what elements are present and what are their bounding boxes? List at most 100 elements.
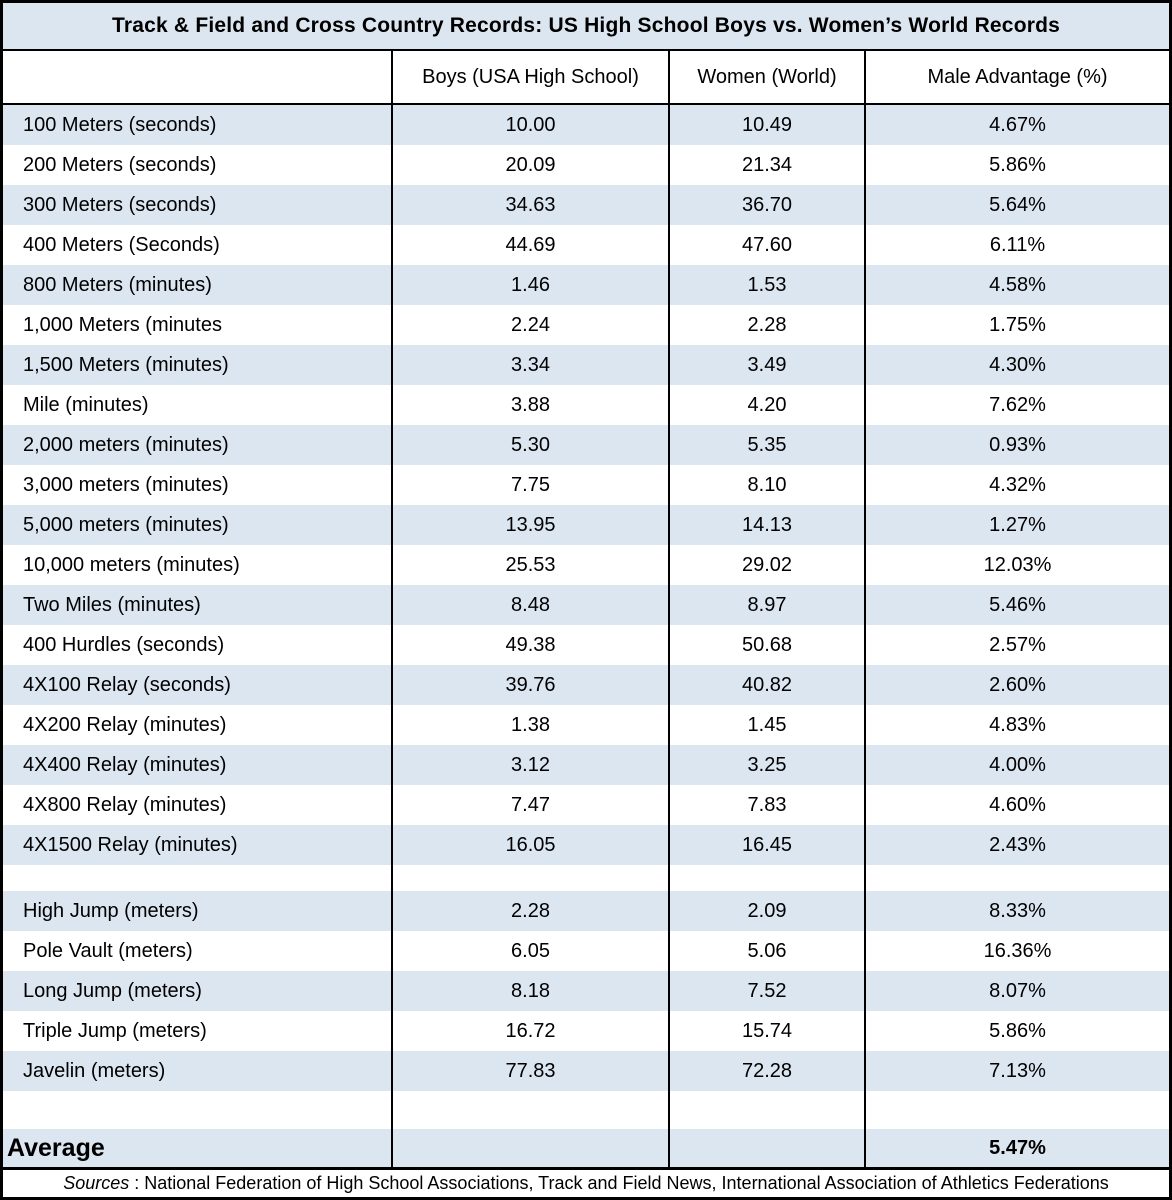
table-row: 5,000 meters (minutes) 13.95 14.13 1.27% [3, 505, 1169, 545]
header-boys-column: Boys (USA High School) [391, 51, 668, 103]
cell-event: 200 Meters (seconds) [23, 153, 217, 176]
cell-boys: 20.09 [391, 145, 668, 185]
cell-advantage: 2.60% [864, 665, 1169, 705]
table-row: 4X200 Relay (minutes) 1.38 1.45 4.83% [3, 705, 1169, 745]
cell-event: High Jump (meters) [23, 899, 199, 922]
header-women-column: Women (World) [668, 51, 864, 103]
cell-women: 1.53 [668, 265, 864, 305]
table-row: Javelin (meters) 77.83 72.28 7.13% [3, 1051, 1169, 1091]
cell-women: 40.82 [668, 665, 864, 705]
cell-event: Two Miles (minutes) [23, 593, 201, 616]
cell-women: 14.13 [668, 505, 864, 545]
cell-women: 50.68 [668, 625, 864, 665]
cell-women: 7.83 [668, 785, 864, 825]
cell-advantage: 5.86% [864, 1011, 1169, 1051]
cell-advantage: 4.60% [864, 785, 1169, 825]
cell-women: 16.45 [668, 825, 864, 865]
table-row: 4X800 Relay (minutes) 7.47 7.83 4.60% [3, 785, 1169, 825]
cell-advantage [864, 1091, 1169, 1129]
cell-boys: 1.46 [391, 265, 668, 305]
cell-advantage: 12.03% [864, 545, 1169, 585]
cell-advantage: 8.07% [864, 971, 1169, 1011]
cell-advantage: 7.62% [864, 385, 1169, 425]
table-body: 100 Meters (seconds) 10.00 10.49 4.67% 200 M… [3, 105, 1169, 1129]
table-row: 4X100 Relay (seconds) 39.76 40.82 2.60% [3, 665, 1169, 705]
cell-boys: 7.47 [391, 785, 668, 825]
table-title: Track & Field and Cross Country Records:… [3, 3, 1169, 51]
table-row: High Jump (meters) 2.28 2.09 8.33% [3, 891, 1169, 931]
cell-event: Triple Jump (meters) [23, 1019, 207, 1042]
cell-advantage: 4.58% [864, 265, 1169, 305]
cell-event: Pole Vault (meters) [23, 939, 193, 962]
cell-advantage: 4.32% [864, 465, 1169, 505]
cell-advantage: 2.57% [864, 625, 1169, 665]
cell-boys: 8.48 [391, 585, 668, 625]
cell-women: 8.97 [668, 585, 864, 625]
cell-advantage: 0.93% [864, 425, 1169, 465]
average-row: Average 5.47% [3, 1129, 1169, 1170]
cell-women [668, 1091, 864, 1129]
table-row: 200 Meters (seconds) 20.09 21.34 5.86% [3, 145, 1169, 185]
cell-advantage: 5.46% [864, 585, 1169, 625]
table-row: Long Jump (meters) 8.18 7.52 8.07% [3, 971, 1169, 1011]
cell-event: 1,000 Meters (minutes [23, 313, 222, 336]
cell-women: 21.34 [668, 145, 864, 185]
cell-women: 5.06 [668, 931, 864, 971]
cell-event: 1,500 Meters (minutes) [23, 353, 229, 376]
cell-boys: 1.38 [391, 705, 668, 745]
sources-label: Sources [63, 1173, 130, 1193]
cell-event: 5,000 meters (minutes) [23, 513, 229, 536]
cell-boys: 13.95 [391, 505, 668, 545]
cell-advantage: 5.86% [864, 145, 1169, 185]
cell-event: 800 Meters (minutes) [23, 273, 212, 296]
cell-women: 72.28 [668, 1051, 864, 1091]
cell-boys: 49.38 [391, 625, 668, 665]
cell-women: 15.74 [668, 1011, 864, 1051]
table-row: 1,000 Meters (minutes 2.24 2.28 1.75% [3, 305, 1169, 345]
average-women-cell [668, 1129, 864, 1167]
cell-boys: 39.76 [391, 665, 668, 705]
cell-event: 4X1500 Relay (minutes) [23, 833, 238, 856]
cell-advantage: 5.64% [864, 185, 1169, 225]
sources-note: Sources: National Federation of High Sch… [3, 1170, 1169, 1197]
table-row: 4X400 Relay (minutes) 3.12 3.25 4.00% [3, 745, 1169, 785]
cell-advantage: 16.36% [864, 931, 1169, 971]
cell-advantage: 1.27% [864, 505, 1169, 545]
table-row: 300 Meters (seconds) 34.63 36.70 5.64% [3, 185, 1169, 225]
cell-women: 2.09 [668, 891, 864, 931]
table-row: 3,000 meters (minutes) 7.75 8.10 4.32% [3, 465, 1169, 505]
cell-boys: 3.12 [391, 745, 668, 785]
table-row: 1,500 Meters (minutes) 3.34 3.49 4.30% [3, 345, 1169, 385]
table-row: Mile (minutes) 3.88 4.20 7.62% [3, 385, 1169, 425]
cell-event: 400 Hurdles (seconds) [23, 633, 225, 656]
cell-boys: 5.30 [391, 425, 668, 465]
cell-boys: 16.05 [391, 825, 668, 865]
cell-advantage: 4.00% [864, 745, 1169, 785]
cell-advantage: 4.67% [864, 105, 1169, 145]
table-row: Pole Vault (meters) 6.05 5.06 16.36% [3, 931, 1169, 971]
cell-boys [391, 1091, 668, 1129]
table-row: 10,000 meters (minutes) 25.53 29.02 12.03% [3, 545, 1169, 585]
cell-event [3, 865, 391, 891]
table-row: 2,000 meters (minutes) 5.30 5.35 0.93% [3, 425, 1169, 465]
cell-women [668, 865, 864, 891]
table-row: Triple Jump (meters) 16.72 15.74 5.86% [3, 1011, 1169, 1051]
spacer-row [3, 1091, 1169, 1129]
cell-women: 5.35 [668, 425, 864, 465]
cell-event: 4X100 Relay (seconds) [23, 673, 231, 696]
cell-event: 3,000 meters (minutes) [23, 473, 229, 496]
cell-boys: 10.00 [391, 105, 668, 145]
cell-women: 7.52 [668, 971, 864, 1011]
cell-women: 2.28 [668, 305, 864, 345]
cell-boys: 6.05 [391, 931, 668, 971]
cell-event: 4X400 Relay (minutes) [23, 753, 227, 776]
cell-event: 100 Meters (seconds) [23, 113, 217, 136]
cell-women: 4.20 [668, 385, 864, 425]
cell-boys: 2.24 [391, 305, 668, 345]
cell-advantage [864, 865, 1169, 891]
cell-boys: 16.72 [391, 1011, 668, 1051]
cell-advantage: 8.33% [864, 891, 1169, 931]
cell-event: 400 Meters (Seconds) [23, 233, 220, 256]
average-label: Average [7, 1133, 105, 1162]
